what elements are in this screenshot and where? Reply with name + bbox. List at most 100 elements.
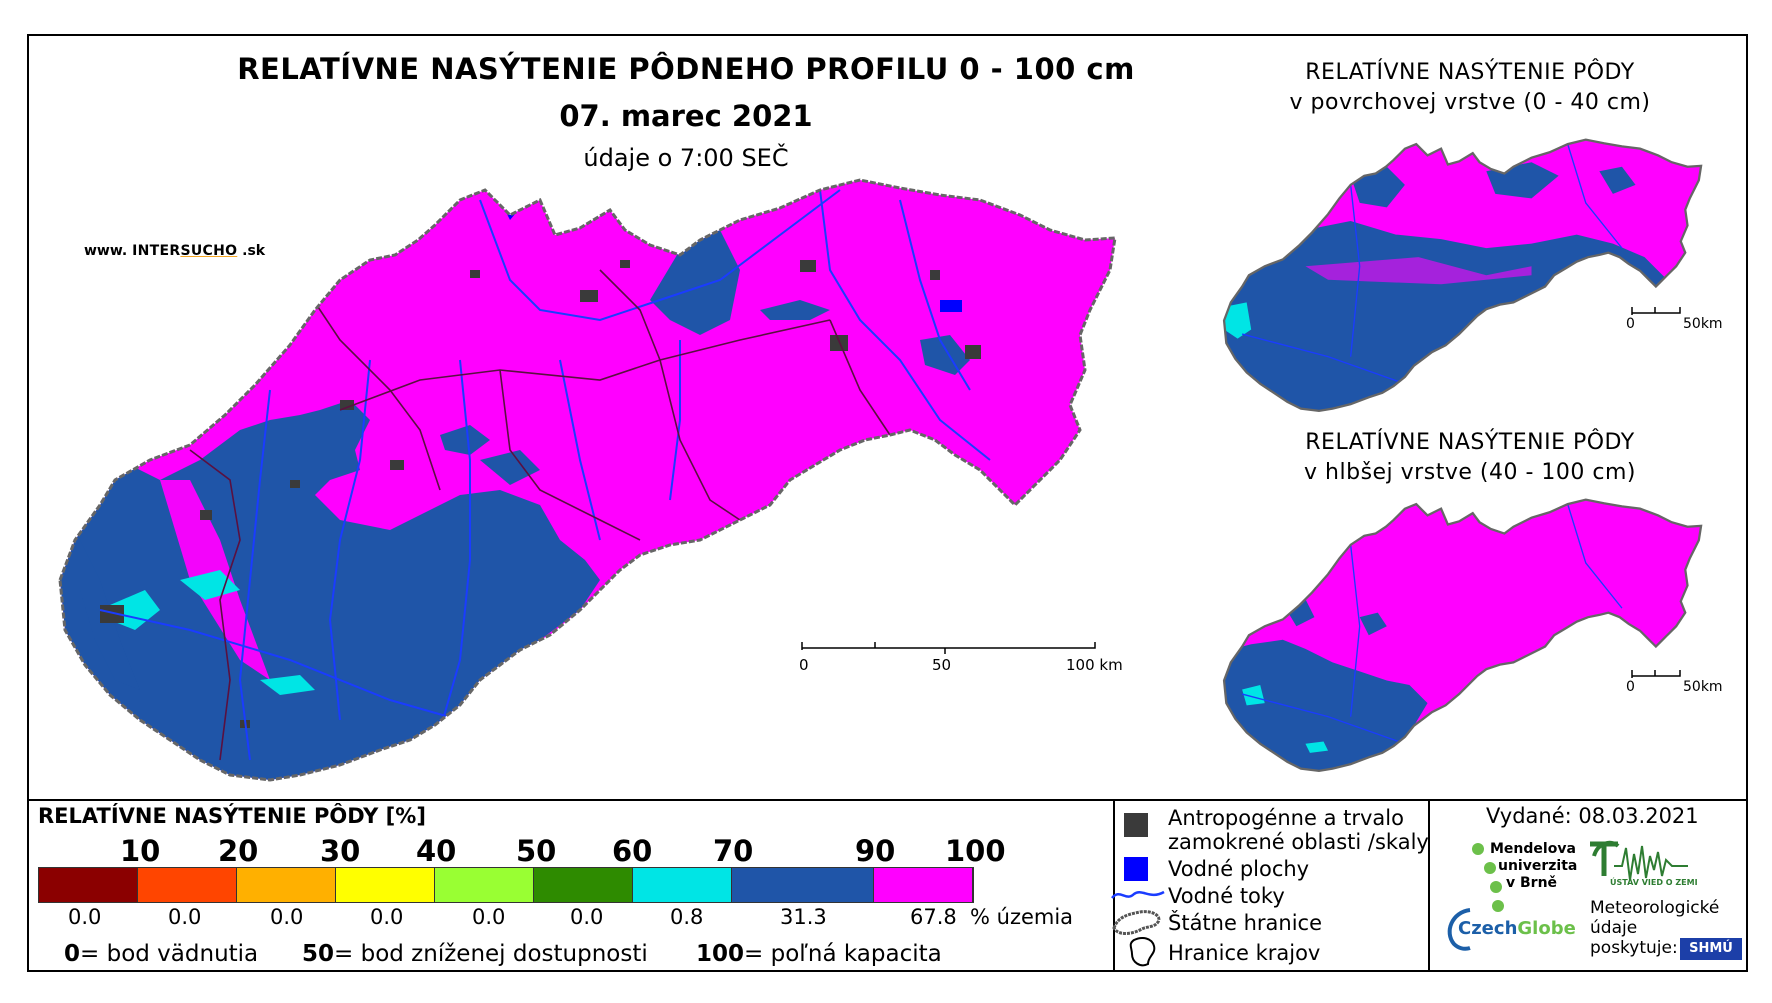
- legend-percent-8: 31.3: [780, 905, 827, 929]
- czechglobe-swoosh-icon: [1447, 908, 1471, 951]
- legend-separator: [27, 799, 1748, 801]
- legend-divider-2: [1428, 799, 1430, 972]
- legend-title: RELATÍVNE NASÝTENIE PÔDY [%]: [38, 804, 426, 828]
- region-border-label: Hranice krajov: [1168, 941, 1321, 965]
- legend-tick-30: 30: [320, 834, 361, 868]
- explain-100-text: = poľná kapacita: [744, 941, 942, 967]
- website-brand-a: INTER: [132, 243, 181, 259]
- main-scale-0: 0: [799, 656, 809, 674]
- website-label: www. INTERSUCHO .sk: [84, 243, 265, 259]
- legend-tick-100: 100: [945, 834, 1006, 868]
- inset-top-title-line2: v povrchovej vrstve (0 - 40 cm): [1289, 90, 1651, 115]
- czechglobe-logo: CzechGlobe: [1458, 918, 1576, 939]
- legend-tick-50: 50: [516, 834, 557, 868]
- anthropogenic-swatch: [1124, 813, 1148, 837]
- inset-top-title: RELATÍVNE NASÝTENIE PÔDY v povrchovej vr…: [1230, 58, 1710, 118]
- mendel-logo: Mendelova univerzita v Brně: [1490, 841, 1577, 892]
- inset-bottom-map: [1222, 498, 1703, 773]
- website-suffix: .sk: [242, 243, 266, 259]
- mendel-line-1: Mendelova: [1490, 841, 1576, 857]
- river-symbol: [1111, 890, 1165, 899]
- legend-percent-unit: % územia: [970, 905, 1074, 929]
- explain-0-text: = bod vädnutia: [80, 941, 259, 967]
- map-subtitle: údaje o 7:00 SEČ: [583, 144, 789, 172]
- legend-tick-40: 40: [416, 834, 457, 868]
- colorbar-class-3: [237, 868, 336, 902]
- legend-explain-50: 50= bod zníženej dostupnosti: [302, 941, 648, 967]
- legend-divider-1: [1113, 799, 1115, 972]
- figure-frame: [27, 34, 1748, 972]
- meteo-line-1: Meteorologické: [1590, 898, 1720, 918]
- legend-percent-1: 0.0: [68, 905, 102, 929]
- meteo-credit: Meteorologické údaje poskytuje:: [1590, 898, 1719, 958]
- legend-tick-10: 10: [120, 834, 161, 868]
- colorbar-class-4: [336, 868, 435, 902]
- colorbar-class-5: [435, 868, 534, 902]
- colorbar-class-7: [633, 868, 732, 902]
- mendel-line-3: v Brně: [1506, 875, 1558, 891]
- inset-top-scale-bar: [1631, 307, 1681, 315]
- mendel-dot-4: [1492, 900, 1504, 912]
- legend-percent-6: 0.0: [570, 905, 604, 929]
- main-scale-100: 100 km: [1066, 656, 1123, 674]
- uvz-logo-icon: [1590, 840, 1688, 881]
- inset-top-scale-50: 50km: [1683, 316, 1723, 332]
- mendel-dot-1: [1472, 843, 1484, 855]
- legend-percent-5: 0.0: [472, 905, 506, 929]
- legend-percent-4: 0.0: [370, 905, 404, 929]
- water-area-swatch: [1124, 857, 1148, 881]
- state-border-symbol: [1112, 910, 1161, 935]
- legend-colorbar: [38, 867, 974, 903]
- explain-100-value: 100: [696, 941, 745, 967]
- main-scale-50: 50: [932, 656, 952, 674]
- uvz-logo-text: ÚSTAV VIED O ZEMI: [1610, 878, 1698, 887]
- legend-tick-70: 70: [713, 834, 754, 868]
- explain-50-text: = bod zníženej dostupnosti: [334, 941, 648, 967]
- meteo-line-3: poskytuje:: [1590, 938, 1678, 958]
- czechglobe-b: Globe: [1517, 918, 1576, 939]
- inset-bottom-scale-bar: [1631, 670, 1681, 678]
- legend-explain-100: 100= poľná kapacita: [696, 941, 942, 967]
- website-brand: INTERSUCHO: [132, 243, 237, 259]
- mendel-dot-2: [1484, 862, 1496, 874]
- legend-explain-0: 0= bod vädnutia: [64, 941, 258, 967]
- state-border-label: Štátne hranice: [1168, 911, 1322, 935]
- inset-bottom-title-line1: RELATÍVNE NASÝTENIE PÔDY: [1305, 430, 1635, 455]
- colorbar-class-8: [732, 868, 874, 902]
- mendel-dot-3: [1490, 881, 1502, 893]
- legend-percent-9: 67.8: [910, 905, 957, 929]
- inset-bottom-title: RELATÍVNE NASÝTENIE PÔDY v hlbšej vrstve…: [1230, 428, 1710, 488]
- anthropogenic-label-2: zamokrené oblasti /skaly: [1168, 830, 1429, 854]
- colorbar-class-2: [138, 868, 237, 902]
- main-map: [58, 178, 1117, 782]
- legend-percent-7: 0.8: [670, 905, 704, 929]
- colorbar-class-9: [874, 868, 973, 902]
- anthropogenic-label-1: Antropogénne a trvalo: [1168, 806, 1404, 830]
- legend-percent-2: 0.0: [168, 905, 202, 929]
- inset-top-scale-0: 0: [1626, 316, 1635, 332]
- colorbar-class-1: [39, 868, 138, 902]
- map-title: RELATÍVNE NASÝTENIE PÔDNEHO PROFILU 0 - …: [237, 52, 1135, 86]
- inset-bottom-scale-50: 50km: [1683, 679, 1723, 695]
- legend-percent-3: 0.0: [270, 905, 304, 929]
- shmu-logo: SHMÚ: [1680, 938, 1742, 960]
- inset-top-map: [1222, 138, 1703, 413]
- region-border-symbol: [1129, 937, 1156, 967]
- main-scale-bar: [801, 642, 1096, 654]
- inset-bottom-scale-0: 0: [1626, 679, 1635, 695]
- legend-tick-90: 90: [855, 834, 896, 868]
- legend-tick-20: 20: [218, 834, 259, 868]
- explain-50-value: 50: [302, 941, 335, 967]
- website-prefix: www.: [84, 243, 128, 259]
- czechglobe-a: Czech: [1458, 918, 1518, 939]
- issued-date: Vydané: 08.03.2021: [1486, 804, 1699, 828]
- river-label: Vodné toky: [1168, 884, 1285, 908]
- inset-top-title-line1: RELATÍVNE NASÝTENIE PÔDY: [1305, 60, 1635, 85]
- inset-bottom-title-line2: v hlbšej vrstve (40 - 100 cm): [1304, 460, 1636, 485]
- explain-0-value: 0: [64, 941, 81, 967]
- website-brand-b: SUCHO: [180, 243, 238, 259]
- meteo-line-2: údaje: [1590, 918, 1638, 938]
- mendel-line-2: univerzita: [1498, 858, 1578, 874]
- map-date: 07. marec 2021: [559, 99, 813, 133]
- legend-tick-60: 60: [612, 834, 653, 868]
